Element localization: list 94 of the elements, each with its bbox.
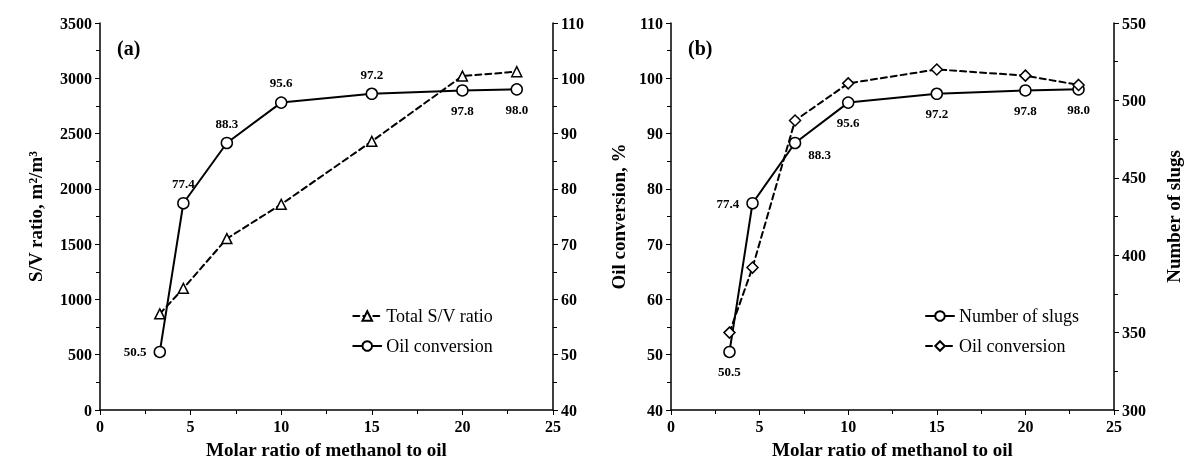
data-label: 97.2 bbox=[360, 66, 384, 82]
x-tick-label: 15 bbox=[363, 417, 380, 435]
data-label: 50.5 bbox=[718, 364, 742, 380]
data-label: 50.5 bbox=[123, 344, 148, 360]
y-tick-label: 110 bbox=[639, 14, 663, 32]
y-tick-label: 2500 bbox=[60, 125, 92, 143]
data-label: 88.3 bbox=[215, 115, 239, 131]
data-label: 95.6 bbox=[836, 114, 861, 130]
point bbox=[1019, 84, 1032, 97]
y-tick-label: 3000 bbox=[60, 69, 92, 87]
y-axis-title: S/V ratio, m²/m³ bbox=[25, 150, 46, 282]
x-tick-label: 10 bbox=[840, 417, 857, 435]
y-tick-label: 1000 bbox=[60, 290, 92, 308]
y-tick-label: 70 bbox=[647, 235, 663, 253]
point bbox=[746, 261, 759, 274]
y2-tick-label: 60 bbox=[561, 290, 577, 308]
point bbox=[177, 282, 190, 295]
point bbox=[788, 114, 802, 127]
point bbox=[456, 84, 469, 97]
point bbox=[930, 63, 944, 76]
point bbox=[930, 87, 944, 101]
point bbox=[788, 136, 802, 150]
y2-tick-label: 400 bbox=[1122, 246, 1146, 264]
point bbox=[153, 345, 167, 359]
y2-tick-label: 300 bbox=[1122, 401, 1146, 419]
x-tick-label: 10 bbox=[273, 417, 290, 435]
point bbox=[841, 77, 855, 90]
y2-tick-label: 40 bbox=[561, 401, 577, 419]
x-tick-label: 20 bbox=[454, 417, 471, 435]
point bbox=[746, 196, 759, 210]
point bbox=[1072, 78, 1085, 92]
y2-tick-label: 80 bbox=[561, 180, 577, 198]
legend-label: Number of slugs bbox=[959, 306, 1080, 326]
point bbox=[723, 326, 736, 339]
data-label: 77.4 bbox=[716, 195, 740, 211]
y2-tick-label: 110 bbox=[561, 14, 585, 32]
point bbox=[154, 308, 166, 320]
data-label: 97.2 bbox=[925, 106, 949, 122]
point bbox=[723, 345, 736, 359]
y-tick-label: 80 bbox=[647, 180, 663, 198]
data-label: 98.0 bbox=[1067, 101, 1090, 117]
y-tick-label: 90 bbox=[647, 125, 663, 143]
y-axis-title: Oil conversion, % bbox=[608, 143, 630, 290]
point bbox=[510, 83, 524, 96]
y2-tick-label: 450 bbox=[1122, 169, 1146, 187]
x-axis-title: Molar ratio of methanol to oil bbox=[772, 439, 1013, 460]
x-tick-label: 5 bbox=[755, 417, 764, 435]
y2-tick-label: 100 bbox=[561, 69, 585, 87]
text: (b) bbox=[688, 37, 713, 60]
data-label: 77.4 bbox=[171, 175, 196, 191]
y2-tick-label: 550 bbox=[1122, 14, 1146, 32]
text: (a) bbox=[117, 37, 141, 60]
data-label: 88.3 bbox=[808, 147, 832, 163]
y-tick-label: 40 bbox=[647, 401, 663, 419]
point bbox=[220, 136, 234, 150]
x-tick-label: 15 bbox=[928, 417, 945, 435]
legend-label: Oil conversion bbox=[959, 336, 1066, 356]
y-tick-label: 2000 bbox=[60, 180, 92, 198]
x-tick-label: 5 bbox=[186, 417, 195, 435]
x-tick-label: 25 bbox=[1106, 417, 1122, 435]
point bbox=[456, 70, 469, 82]
point bbox=[221, 232, 233, 245]
y-tick-label: 1500 bbox=[60, 235, 92, 253]
legend-label: Total S/V ratio bbox=[386, 306, 493, 326]
x-tick-label: 0 bbox=[667, 417, 675, 435]
y2-tick-label: 350 bbox=[1122, 324, 1146, 342]
data-label: 95.6 bbox=[269, 75, 294, 91]
point bbox=[511, 65, 523, 78]
x-axis-title: Molar ratio of methanol to oil bbox=[206, 439, 447, 460]
x-tick-label: 0 bbox=[96, 417, 104, 435]
y-tick-label: 500 bbox=[68, 346, 92, 364]
y-tick-label: 3500 bbox=[60, 14, 92, 32]
point bbox=[274, 96, 288, 109]
y2-axis-title: Number of slugs bbox=[1163, 150, 1184, 283]
point bbox=[366, 135, 378, 148]
y-tick-label: 100 bbox=[639, 69, 663, 87]
y-tick-label: 60 bbox=[647, 290, 663, 308]
x-tick-label: 20 bbox=[1017, 417, 1034, 435]
x-tick-label: 25 bbox=[545, 417, 561, 435]
legend-label: Oil conversion bbox=[386, 336, 493, 356]
point bbox=[365, 87, 379, 101]
y-tick-label: 50 bbox=[647, 346, 663, 364]
point bbox=[1019, 69, 1032, 82]
point bbox=[275, 198, 287, 211]
point bbox=[841, 96, 855, 109]
y-tick-label: 0 bbox=[84, 401, 92, 419]
data-label: 97.8 bbox=[451, 102, 475, 118]
data-label: 97.8 bbox=[1014, 102, 1038, 118]
y2-tick-label: 500 bbox=[1122, 91, 1146, 109]
data-label: 98.0 bbox=[505, 101, 529, 117]
y2-tick-label: 70 bbox=[561, 235, 577, 253]
y2-tick-label: 90 bbox=[561, 125, 577, 143]
y2-tick-label: 50 bbox=[561, 346, 577, 364]
point bbox=[177, 196, 190, 210]
